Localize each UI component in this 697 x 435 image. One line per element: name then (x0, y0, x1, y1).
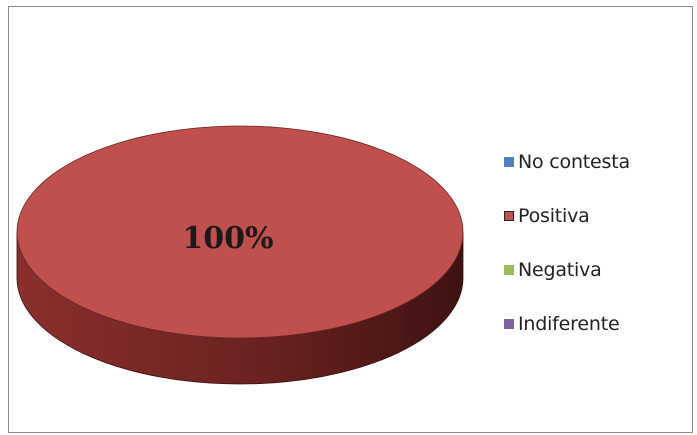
data-label: 100% (182, 221, 273, 256)
legend-item-no-contesta: No contesta (504, 148, 630, 176)
legend-swatch (504, 157, 514, 167)
legend-label: Negativa (518, 259, 602, 281)
legend-label: Indiferente (518, 313, 620, 335)
legend-label: No contesta (518, 151, 630, 173)
legend-swatch (504, 319, 514, 329)
pie-slice-positiva (16, 125, 464, 339)
legend-label: Positiva (518, 205, 590, 227)
legend-item-indiferente: Indiferente (504, 310, 620, 338)
legend-swatch (504, 211, 514, 221)
legend-item-positiva: Positiva (504, 202, 590, 230)
legend-swatch (504, 265, 514, 275)
legend-item-negativa: Negativa (504, 256, 602, 284)
